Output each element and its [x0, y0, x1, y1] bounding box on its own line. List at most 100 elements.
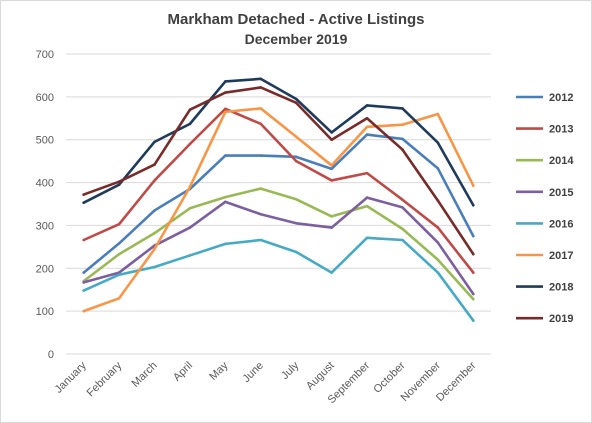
y-tick-label: 500: [36, 135, 54, 147]
data-point-2012-November: [436, 167, 440, 170]
x-tick-label: October: [371, 359, 407, 395]
y-tick-label: 0: [48, 349, 54, 361]
data-point-2019-December: [471, 252, 475, 256]
data-point-2013-January: [82, 238, 86, 242]
legend-label: 2017: [549, 250, 573, 262]
x-tick-label: July: [279, 359, 302, 382]
data-point-2015-October: [401, 206, 404, 209]
data-point-2017-September: [365, 125, 369, 129]
data-point-2012-July: [294, 155, 298, 159]
legend-item-2013: 2013: [516, 124, 573, 136]
x-tick-label: April: [171, 360, 195, 384]
legend-label: 2015: [549, 187, 573, 199]
data-point-2019-January: [82, 193, 86, 196]
data-point-2012-March: [153, 209, 156, 212]
data-point-2012-May: [224, 154, 227, 157]
data-point-2019-March: [153, 163, 156, 166]
data-point-2016-June: [259, 238, 263, 242]
x-tick-label: May: [207, 359, 231, 383]
data-point-2015-December: [471, 292, 475, 296]
data-point-2016-September: [365, 236, 369, 240]
data-point-2018-August: [330, 131, 333, 134]
legend-item-2019: 2019: [516, 313, 573, 325]
data-point-2014-December: [471, 297, 475, 301]
x-tick-label: February: [85, 359, 125, 399]
data-point-2016-April: [188, 254, 192, 257]
data-point-2018-November: [436, 141, 440, 145]
data-point-2012-December: [471, 234, 475, 238]
data-point-2016-March: [153, 265, 156, 269]
data-point-2013-October: [401, 198, 404, 202]
data-point-2015-May: [224, 200, 227, 204]
chart-title: Markham Detached - Active Listings: [167, 11, 424, 28]
series-2014: [82, 187, 475, 301]
data-point-2015-June: [259, 212, 263, 216]
data-point-2013-June: [259, 122, 263, 126]
y-tick-label: 600: [36, 92, 54, 104]
data-point-2018-July: [294, 97, 298, 101]
data-point-2017-November: [436, 112, 440, 116]
data-point-2018-April: [188, 122, 192, 126]
data-point-2019-October: [401, 148, 404, 151]
data-point-2019-September: [365, 116, 369, 120]
series-line-2012: [82, 133, 475, 274]
data-point-2014-July: [294, 197, 298, 201]
x-tick-label: August: [304, 360, 337, 393]
y-tick-label: 700: [36, 49, 54, 61]
legend-label: 2013: [549, 124, 573, 136]
data-point-2018-February: [117, 183, 121, 187]
y-axis-ticks: 0 100 200 300 400 500 600 700: [36, 49, 54, 361]
gridlines: [66, 53, 491, 355]
data-point-2019-November: [436, 199, 440, 202]
data-point-2017-October: [401, 123, 404, 127]
series-2017: [82, 107, 475, 313]
data-point-2017-August: [330, 164, 333, 167]
series-line-2014: [82, 187, 475, 301]
data-point-2017-February: [117, 296, 121, 300]
data-point-2012-June: [259, 154, 263, 157]
y-tick-label: 100: [36, 306, 54, 318]
data-point-2013-March: [153, 179, 156, 182]
data-point-2017-December: [471, 184, 475, 187]
series-2015: [82, 196, 475, 296]
y-tick-label: 300: [36, 220, 54, 232]
legend-label: 2019: [549, 313, 573, 325]
data-point-2015-November: [436, 241, 440, 244]
data-point-2017-May: [224, 110, 227, 114]
chart-subtitle: December 2019: [245, 31, 348, 47]
data-point-2012-October: [401, 137, 404, 141]
data-point-2013-December: [471, 271, 475, 274]
legend-item-2014: 2014: [516, 155, 574, 167]
data-point-2017-March: [153, 247, 156, 251]
data-point-2019-August: [330, 138, 333, 142]
data-point-2013-February: [117, 222, 121, 226]
data-point-2014-May: [224, 195, 227, 199]
series-line-2019: [82, 86, 475, 256]
legend-label: 2012: [549, 92, 573, 104]
data-point-2017-June: [259, 107, 263, 110]
data-point-2018-January: [82, 201, 86, 205]
data-point-2017-April: [188, 185, 192, 189]
series-lines: [82, 77, 475, 322]
y-tick-label: 400: [36, 178, 54, 190]
data-point-2014-September: [365, 204, 369, 208]
legend-item-2016: 2016: [516, 218, 573, 230]
legend-item-2017: 2017: [516, 250, 573, 262]
data-point-2016-November: [436, 271, 440, 274]
series-line-2016: [82, 236, 475, 322]
series-2018: [82, 77, 475, 207]
series-2019: [82, 86, 475, 256]
data-point-2019-July: [294, 101, 298, 105]
legend-item-2015: 2015: [516, 187, 573, 199]
data-point-2015-January: [82, 281, 86, 284]
series-line-2013: [82, 107, 475, 274]
data-point-2015-September: [365, 196, 369, 199]
data-point-2014-August: [330, 215, 333, 218]
data-point-2019-June: [259, 86, 263, 89]
data-point-2013-April: [188, 142, 192, 146]
data-point-2013-August: [330, 179, 333, 182]
data-point-2013-September: [365, 171, 369, 175]
